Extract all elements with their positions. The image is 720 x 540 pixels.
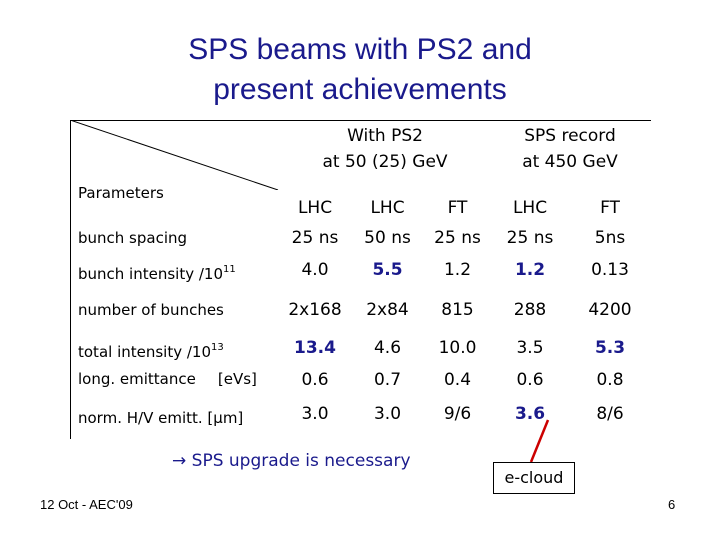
- table-cell-highlighted: 1.2: [514, 260, 546, 280]
- column-header-type: LHC: [297, 198, 333, 218]
- column-header-type: LHC: [370, 198, 405, 218]
- group-header-sps-line2: at 450 GeV: [522, 152, 618, 172]
- table-cell: 3.5: [516, 338, 544, 358]
- table-cell: 815: [441, 300, 474, 320]
- table-cell: 0.8: [596, 370, 624, 390]
- table-cell: 3.0: [373, 404, 402, 424]
- column-header-spacing: 50 ns: [364, 228, 411, 248]
- row-label-total-intensity: total intensity /1013: [78, 342, 224, 361]
- e-cloud-label: e-cloud: [493, 462, 575, 494]
- footer-date: 12 Oct - AEC'09: [40, 497, 133, 512]
- table-cell: 10.0: [438, 338, 477, 358]
- row-label-norm-emittance: norm. H/V emitt. [μm]: [78, 409, 244, 427]
- row-label-number-of-bunches: number of bunches: [78, 301, 224, 319]
- table-cell: 0.6: [516, 370, 544, 390]
- group-header-ps2-line1: With PS2: [347, 126, 423, 146]
- table-cell: 4.6: [373, 338, 402, 358]
- table-cell-highlighted: 13.4: [294, 338, 336, 358]
- table-cell: 3.0: [301, 404, 329, 424]
- table-cell: 2x84: [366, 300, 409, 320]
- column-header-spacing: 25 ns: [434, 228, 481, 248]
- table-frame: [70, 120, 651, 439]
- corner-diagonal: [70, 120, 279, 190]
- table-cell: 4.0: [301, 260, 329, 280]
- table-cell: 0.6: [301, 370, 329, 390]
- table-cell: 1.2: [443, 260, 472, 280]
- table-cell: 0.7: [373, 370, 402, 390]
- table-cell: 4200: [588, 300, 632, 320]
- table-cell: 0.13: [591, 260, 629, 280]
- table-cell-highlighted: 3.6: [514, 404, 546, 424]
- table-cell-highlighted: 5.3: [594, 338, 626, 358]
- column-header-type: LHC: [512, 198, 548, 218]
- page-number: 6: [668, 497, 676, 512]
- table-cell: 9/6: [443, 404, 472, 424]
- slide-title: SPS beams with PS2 and present achieveme…: [0, 30, 720, 110]
- table-cell-highlighted: 5.5: [372, 260, 403, 280]
- row-label-bunch-intensity: bunch intensity /1011: [78, 264, 236, 283]
- table-cell: 288: [513, 300, 547, 320]
- table-cell: 8/6: [596, 404, 624, 424]
- table-cell: 0.4: [443, 370, 472, 390]
- column-header-type: FT: [600, 198, 620, 218]
- column-header-spacing: 25 ns: [291, 228, 339, 248]
- title-line-1: SPS beams with PS2 and: [188, 33, 532, 66]
- column-header-spacing: 25 ns: [506, 228, 554, 248]
- table-cell: 2x168: [288, 300, 342, 320]
- upgrade-note: → SPS upgrade is necessary: [172, 451, 411, 471]
- column-header-spacing: 5ns: [594, 228, 626, 248]
- group-header-sps-line1: SPS record: [524, 126, 616, 146]
- group-header-ps2-line2: at 50 (25) GeV: [322, 152, 448, 172]
- row-label-long-emittance: long. emittance [eVs]: [78, 370, 257, 388]
- corner-label: Parameters: [78, 184, 164, 202]
- title-line-2: present achievements: [213, 73, 507, 106]
- row-label-bunch-spacing: bunch spacing: [78, 229, 188, 247]
- column-header-type: FT: [447, 198, 468, 218]
